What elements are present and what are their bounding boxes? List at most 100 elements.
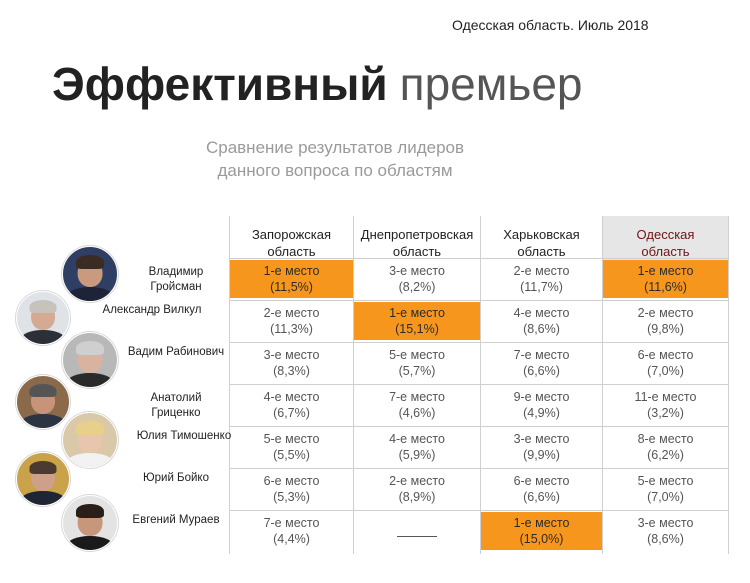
- result-place: 1-е место: [513, 516, 570, 530]
- result-place: 1-е место: [389, 306, 445, 320]
- result-percent: (8,2%): [398, 280, 436, 294]
- result-place: 2-е место: [389, 474, 445, 488]
- candidate-name-line1: Евгений Мураев: [132, 514, 220, 526]
- candidate-name-line1: Александр Вилкул: [102, 304, 202, 316]
- grid-vline: [480, 216, 481, 554]
- grid-vline: [229, 216, 230, 554]
- result-place: 2-е место: [513, 264, 570, 278]
- result-percent: (11,3%): [270, 322, 313, 336]
- candidate-name-line2: Гройсман: [150, 281, 202, 293]
- grid-hline: [229, 300, 728, 301]
- candidate-name-line1: Вадим Рабинович: [127, 346, 225, 358]
- grid-hline: [229, 342, 728, 343]
- subtitle-line-1: Сравнение результатов лидеров: [205, 138, 465, 157]
- result-percent: (11,6%): [644, 280, 687, 294]
- candidate-name-line1: Анатолий: [150, 392, 202, 404]
- result-place: 7-е место: [513, 348, 570, 362]
- column-header-line2: область: [641, 244, 690, 259]
- photo-suit: [21, 330, 65, 344]
- grid-vline: [728, 216, 729, 554]
- result-cell: 3-е место (8,2%): [354, 260, 480, 298]
- result-cell: 6-е место (6,6%): [481, 470, 602, 508]
- result-percent: (4,4%): [273, 532, 310, 546]
- result-cell: 3-е место (9,9%): [481, 428, 602, 466]
- photo-hair: [29, 299, 57, 314]
- result-percent: (7,0%): [647, 364, 684, 378]
- result-percent: (8,3%): [273, 364, 310, 378]
- result-cell: 3-е место (8,3%): [230, 344, 353, 382]
- result-cell: 1-е место (15,0%): [481, 512, 602, 550]
- result-place: 1-е место: [637, 264, 694, 278]
- result-place: 7-е место: [263, 516, 320, 530]
- result-percent: (6,2%): [647, 448, 684, 462]
- candidate-name: Евгений Мураев: [116, 513, 236, 528]
- photo-suit: [67, 535, 113, 550]
- grid-vline: [353, 216, 354, 554]
- candidate-name-line1: Владимир: [148, 266, 204, 278]
- column-header-text: Одесская область: [637, 226, 695, 260]
- result-cell: 2-е место (8,9%): [354, 470, 480, 508]
- empty-dash: [397, 535, 437, 537]
- result-percent: (9,9%): [523, 448, 560, 462]
- photo-vilkul: [16, 291, 70, 345]
- grid-hline: [229, 258, 728, 259]
- title-light: премьер: [399, 58, 583, 110]
- candidate-name-line1: Юрий Бойко: [143, 472, 209, 484]
- result-percent: (5,9%): [398, 448, 436, 462]
- column-header-4: Одесская область: [603, 216, 728, 264]
- result-place: 8-е место: [637, 432, 694, 446]
- photo-suit: [67, 372, 113, 387]
- photo-hair: [75, 255, 105, 270]
- photo-groisman: [62, 246, 118, 302]
- page-title: Эффективный премьер: [52, 58, 583, 110]
- result-percent: (8,6%): [523, 322, 560, 336]
- result-percent: (4,9%): [523, 406, 560, 420]
- column-header-1: Запорожская область: [230, 216, 353, 264]
- result-place: 6-е место: [513, 474, 570, 488]
- result-place: 3-е место: [637, 516, 694, 530]
- column-header-3: Харьковская область: [481, 216, 602, 264]
- result-place: 5-е место: [263, 432, 320, 446]
- subtitle-line-2: данного вопроса по областям: [217, 161, 453, 180]
- photo-rabinovich: [62, 332, 118, 388]
- column-header-text: Харьковская область: [503, 226, 579, 260]
- result-percent: (9,8%): [647, 322, 684, 336]
- result-cell: [354, 512, 480, 550]
- comparison-table: Запорожская область Днепропетровская област…: [103, 216, 729, 554]
- column-header-line2: область: [267, 244, 316, 259]
- column-header-text: Днепропетровская область: [361, 226, 473, 260]
- result-place: 4-е место: [389, 432, 445, 446]
- column-header-line2: область: [392, 244, 442, 259]
- photo-suit: [67, 452, 113, 467]
- candidate-name: Владимир Гройсман: [116, 265, 236, 295]
- result-place: 5-е место: [637, 474, 694, 488]
- photo-suit: [21, 414, 65, 428]
- result-place: 9-е место: [513, 390, 570, 404]
- result-percent: (6,6%): [523, 490, 560, 504]
- result-cell: 7-е место (6,6%): [481, 344, 602, 382]
- candidate-name-line2: Гриценко: [151, 407, 201, 419]
- result-place: 3-е место: [263, 348, 320, 362]
- result-cell: 7-е место (4,6%): [354, 386, 480, 424]
- result-cell: 2-е место (9,8%): [603, 302, 728, 340]
- result-place: 5-е место: [389, 348, 445, 362]
- column-header-line2: область: [517, 244, 566, 259]
- result-percent: (4,6%): [398, 406, 436, 420]
- photo-hair: [75, 504, 105, 519]
- result-cell: 2-е место (11,3%): [230, 302, 353, 340]
- result-place: 6-е место: [637, 348, 694, 362]
- result-percent: (5,3%): [273, 490, 310, 504]
- title-bold: Эффективный: [52, 58, 388, 110]
- result-cell: 5-е место (7,0%): [603, 470, 728, 508]
- result-place: 4-е место: [263, 390, 320, 404]
- result-percent: (7,0%): [647, 490, 684, 504]
- result-percent: (6,7%): [273, 406, 310, 420]
- photo-suit: [67, 286, 113, 301]
- photo-hair: [29, 383, 57, 398]
- result-place: 3-е место: [389, 264, 445, 278]
- result-cell: 3-е место (8,6%): [603, 512, 728, 550]
- result-cell: 8-е место (6,2%): [603, 428, 728, 466]
- result-cell: 6-е место (5,3%): [230, 470, 353, 508]
- result-place: 2-е место: [637, 306, 694, 320]
- column-header-line1: Днепропетровская: [360, 227, 474, 242]
